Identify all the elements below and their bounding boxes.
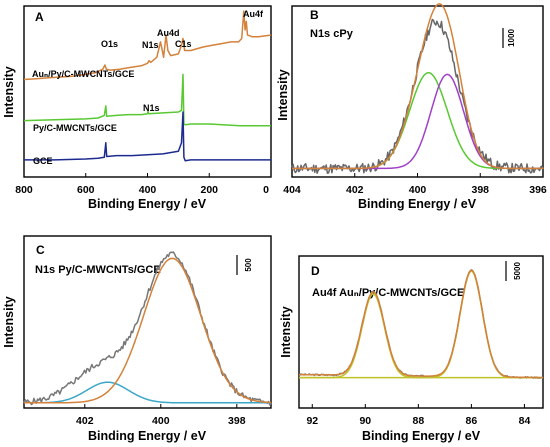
panel-a-label-n1s-top: N1s [142,40,159,50]
panel-c-curves [23,251,272,406]
panel-b-scale-label: 1000 [507,29,516,47]
panel-b-envelope-fit [292,3,543,170]
panel-d-tick-label-86: 86 [466,415,478,427]
panel-a-series-gce [24,111,271,162]
panel-a-label-n1s-mid: N1s [143,103,160,113]
panel-a-tick-label-200: 200 [200,184,218,196]
panel-b-component-green [292,71,543,170]
panel-c-tick-label-402: 402 [76,415,94,427]
panel-d-tick-label-90: 90 [359,415,371,427]
panel-a-xlabel: Binding Energy / eV [88,197,207,211]
panel-c-frame [23,235,272,409]
panel-b-xlabel: Binding Energy / eV [358,197,477,211]
panel-b-letter: B [310,8,319,22]
panel-d-ticks [311,404,525,408]
panel-a-label-au4d: Au4d [157,28,180,38]
panel-a-ylabel: Intensity [2,66,16,117]
panel-d-curves [298,269,544,380]
panel-c: C N1s Py/C-MWCNTs/GCE 500 402 400 398 Bi… [2,235,272,443]
panel-b-tick-label-402: 402 [346,184,364,196]
panel-a-legend-py: Py/C-MWCNTs/GCE [33,123,117,133]
panel-a-legend-gce: GCE [33,156,53,166]
panel-a-tick-label-600: 600 [77,184,95,196]
panel-a-label-au4f: Au4f [243,9,264,19]
panel-a-tick-label-400: 400 [139,184,157,196]
panel-b-title: N1s cPy [310,28,354,40]
panel-b-tick-label-398: 398 [471,184,489,196]
panel-b-tick-label-404: 404 [283,184,301,196]
panel-c-title: N1s Py/C-MWCNTs/GCE [35,264,161,276]
panel-a-ticks [23,173,272,177]
panel-b-ylabel: Intensity [276,69,290,120]
panel-a-series-py-cmwcnts-gce [23,73,271,127]
panel-c-component-cyan [24,381,271,404]
panel-b-tick-label-396: 396 [529,184,547,196]
panel-c-xlabel: Binding Energy / eV [88,429,207,443]
panel-a-label-o1s: O1s [101,39,118,49]
panel-a-letter: A [35,10,44,24]
panel-c-component-orange [24,257,272,404]
panel-b-curves [291,3,544,174]
panel-a-label-c1s: C1s [175,39,192,49]
panel-a-curves [23,10,272,162]
panel-d-ylabel: Intensity [279,306,293,357]
panel-d-peak-au4f7 [299,293,543,379]
panel-d-xlabel: Binding Energy / eV [362,429,481,443]
panel-a-frame [23,5,272,178]
panel-d-scale-label: 5000 [513,262,522,280]
panel-b: B N1s cPy 1000 404 402 400 398 396 Bindi… [276,3,547,211]
panel-a-tick-label-800: 800 [15,184,33,196]
panel-d-tick-label-92: 92 [306,415,318,427]
panel-c-ticks [84,404,238,408]
panel-c-scale-label: 500 [244,258,253,272]
panel-b-raw-spectrum [291,18,544,174]
panel-d-title: Au4f Auₙ/Py/C-MWCNTs/GCE [312,287,464,299]
panel-a-series-au-py-cmwcnts-gce [23,10,272,81]
panel-b-tick-label-400: 400 [409,184,427,196]
panel-c-tick-label-400: 400 [152,415,170,427]
panel-d: D Au4f Auₙ/Py/C-MWCNTs/GCE 5000 92 90 88… [279,255,544,443]
panel-a-tick-label-0: 0 [263,184,269,196]
panel-d-letter: D [311,264,320,278]
panel-d-envelope-fit [299,269,543,379]
panel-b-ticks [291,173,544,177]
panel-a: A 800 600 400 200 0 Binding Energy / eV … [2,5,272,211]
panel-a-legend-au: Auₙ/Py/C-MWCNTs/GCE [32,69,134,79]
panel-d-tick-label-88: 88 [413,415,425,427]
panel-c-ylabel: Intensity [2,296,16,347]
panel-c-letter: C [36,243,45,257]
panel-c-tick-label-398: 398 [228,415,246,427]
panel-d-frame [298,255,544,409]
panel-d-tick-label-84: 84 [519,415,531,427]
